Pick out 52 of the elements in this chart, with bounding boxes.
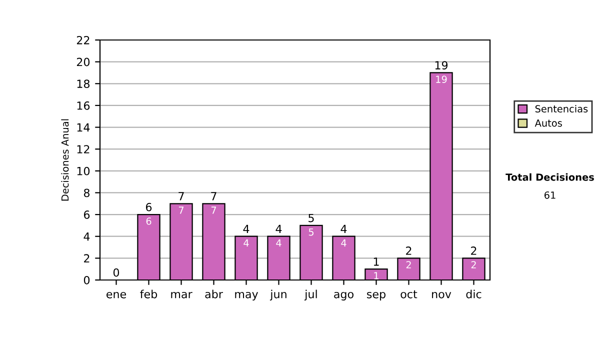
x-tick-label: ene xyxy=(106,292,126,298)
text: Total Decisiones xyxy=(506,173,594,181)
y-tick-label: 2 xyxy=(84,254,90,262)
total-label: 4 xyxy=(340,224,347,233)
x-tick-label: dic xyxy=(466,290,482,298)
x-tick-label: may xyxy=(235,292,258,300)
y-tick-label: 8 xyxy=(84,188,90,198)
total-label: 5 xyxy=(308,214,314,222)
y-tick-label: 20 xyxy=(76,58,90,66)
data-label: 2 xyxy=(471,261,476,268)
total-label: 2 xyxy=(471,246,476,255)
data-label: 4 xyxy=(341,239,346,246)
y-axis-title: Decisiones Anual xyxy=(61,119,69,201)
total-label: 7 xyxy=(178,192,184,200)
data-label: 5 xyxy=(308,228,314,236)
data-label: 4 xyxy=(244,239,249,246)
x-tick-label: oct xyxy=(400,290,418,298)
text: 61 xyxy=(544,191,556,199)
total-label: 7 xyxy=(211,192,216,200)
data-label: 6 xyxy=(146,217,152,225)
total-label: 2 xyxy=(406,246,412,255)
data-label: 19 xyxy=(436,76,447,83)
y-tick-label: 18 xyxy=(77,80,90,88)
x-tick-label: feb xyxy=(140,290,158,298)
total-label: 19 xyxy=(435,61,448,70)
total-label: 0 xyxy=(113,268,120,277)
data-label: 7 xyxy=(178,206,184,214)
data-label: 7 xyxy=(211,206,216,214)
y-tick-label: 0 xyxy=(84,276,90,284)
legend-label: Autos xyxy=(534,120,562,127)
x-tick-label: abr xyxy=(205,290,223,298)
y-tick-label: 14 xyxy=(77,123,90,132)
x-tick-label: mar xyxy=(171,292,192,298)
legend-label: Sentencias xyxy=(535,104,588,112)
total-label: 1 xyxy=(374,258,379,266)
x-tick-label: nov xyxy=(432,292,452,298)
total-label: 4 xyxy=(243,224,250,233)
x-tick-label: jun xyxy=(270,290,286,300)
y-tick-label: 6 xyxy=(84,210,90,219)
y-tick-label: 16 xyxy=(77,101,90,110)
data-label: 4 xyxy=(276,239,282,246)
y-tick-label: 4 xyxy=(84,232,90,241)
x-tick-label: sep xyxy=(367,292,386,300)
total-label: 6 xyxy=(146,202,152,212)
x-tick-label: jul xyxy=(304,290,317,300)
y-tick-label: 10 xyxy=(77,166,90,176)
total-label: 4 xyxy=(276,224,282,233)
y-tick-label: 22 xyxy=(76,36,90,44)
data-label: 2 xyxy=(406,261,411,268)
data-label: 1 xyxy=(374,272,378,280)
x-tick-label: ago xyxy=(334,292,354,300)
y-tick-label: 12 xyxy=(77,145,90,154)
